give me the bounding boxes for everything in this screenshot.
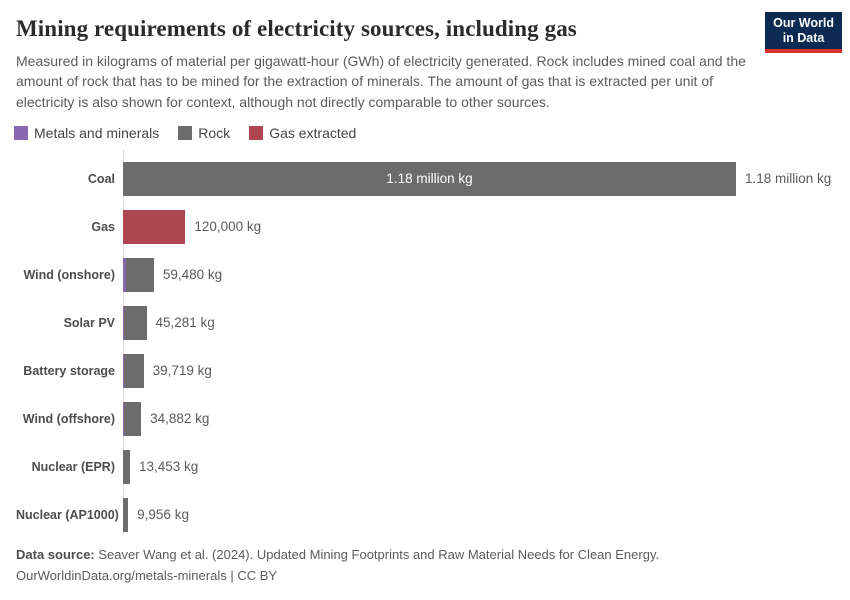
category-label: Wind (onshore) [23,267,115,282]
bar-row: Coal 1.18 million kg 1.18 million kg [16,155,834,203]
footer-source-label: Data source: [16,547,95,562]
footer-url-line: OurWorldinData.org/metals-minerals | CC … [16,565,834,586]
bar-row: Wind (onshore) 59,480 kg [16,251,834,299]
category-label: Coal [87,171,115,186]
bar[interactable] [123,305,147,340]
bar-track: 59,480 kg [123,257,834,292]
owid-logo[interactable]: Our World in Data [765,12,842,53]
bar-segment-rock [123,449,130,484]
bar-row: Gas 120,000 kg [16,203,834,251]
bar-row: Wind (offshore) 34,882 kg [16,395,834,443]
bar-track: 34,882 kg [123,401,834,436]
bar-value-label: 1.18 million kg [745,171,832,187]
bar-chart-rows: Coal 1.18 million kg 1.18 million kg Gas 120… [16,155,834,539]
bar-segment-metals [123,401,124,436]
bar-track: 45,281 kg [123,305,834,340]
bar-segment-metals [123,353,124,388]
bar-row: Solar PV 45,281 kg [16,299,834,347]
legend-swatch-gas [249,125,264,140]
legend-swatch-rock [178,125,193,140]
category-label: Solar PV [63,315,115,330]
category-label: Nuclear (EPR) [31,459,115,474]
bar[interactable] [123,353,144,388]
chart-subtitle: Measured in kilograms of material per gi… [16,53,746,110]
bar[interactable]: 1.18 million kg [123,161,736,196]
category-label: Battery storage [23,363,115,378]
footer-url-link[interactable]: OurWorldinData.org/metals-minerals [16,568,227,583]
category-label: Wind (offshore) [22,411,115,426]
footer-license-text: | CC BY [226,568,278,583]
legend-label-metals: Metals and minerals [34,124,160,141]
bar-segment-rock [123,497,129,532]
bar[interactable] [123,497,129,532]
bar-inside-label: 1.18 million kg [386,170,473,186]
chart-legend: Metals and minerals Rock Gas extracted [14,125,834,141]
bar-row: Nuclear (EPR) 13,453 kg [16,443,834,491]
legend-label-gas: Gas extracted [269,124,357,141]
bar-segment-metals [123,257,126,292]
bar-track: 39,719 kg [123,353,834,388]
bar-value-label: 59,480 kg [162,267,223,283]
legend-item-rock[interactable]: Rock [178,125,230,141]
bar-track: 9,956 kg [123,497,834,532]
bar-value-label: 13,453 kg [138,459,199,475]
bar-value-label: 9,956 kg [137,507,189,523]
bar-track: 1.18 million kg 1.18 million kg [123,161,834,196]
bar-segment-rock [123,161,736,196]
y-axis-line [123,148,124,535]
bar-value-label: 120,000 kg [194,219,262,235]
bar[interactable] [123,449,130,484]
bar-row: Nuclear (AP1000) 9,956 kg [16,491,834,539]
chart-title: Mining requirements of electricity sourc… [16,16,577,41]
bar[interactable] [123,209,186,244]
bar-track: 13,453 kg [123,449,834,484]
bar-segment-rock [123,401,142,436]
category-label: Nuclear (AP1000) [16,507,119,522]
category-label: Gas [91,219,115,234]
bar-row: Battery storage 39,719 kg [16,347,834,395]
bar-value-label: 45,281 kg [155,315,215,331]
bar-segment-rock [123,353,144,388]
legend-item-gas[interactable]: Gas extracted [249,125,356,141]
bar-segment-rock [123,305,147,340]
bar-segment-metals [123,305,124,340]
legend-item-metals[interactable]: Metals and minerals [14,125,159,141]
bar-value-label: 34,882 kg [150,411,210,427]
bar[interactable] [123,401,142,436]
bar[interactable] [123,257,154,292]
chart-footer: Data source: Seaver Wang et al. (2024). … [16,544,834,586]
bar-value-label: 39,719 kg [152,363,212,379]
legend-label-rock: Rock [198,124,231,141]
owid-logo-line1: Our World [773,16,834,30]
bar-chart: Coal 1.18 million kg 1.18 million kg Gas 120… [16,148,834,539]
chart-header: Mining requirements of electricity sourc… [0,0,850,112]
bar-track: 120,000 kg [123,209,834,244]
bar-segment-rock [125,257,154,292]
legend-swatch-metals [14,125,28,140]
footer-source-line: Data source: Seaver Wang et al. (2024). … [16,544,834,565]
footer-source-text: Seaver Wang et al. (2024). Updated Minin… [94,547,660,562]
owid-logo-line2: in Data [782,31,825,45]
bar-segment-gas [123,209,186,244]
